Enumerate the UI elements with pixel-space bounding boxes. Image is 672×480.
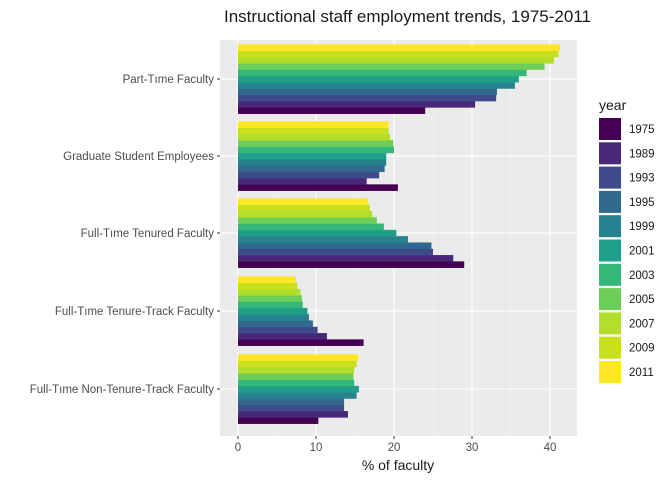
legend-key — [599, 166, 621, 189]
bar — [238, 171, 380, 179]
legend-key — [599, 361, 621, 383]
bar — [238, 301, 303, 309]
y-tick-label: Full-Tıme Non-Tenure-Track Faculty — [30, 384, 215, 396]
bar — [238, 94, 497, 102]
bar — [238, 88, 497, 96]
bar — [238, 242, 432, 250]
bar — [238, 398, 345, 406]
bar — [238, 121, 389, 128]
bar — [238, 198, 369, 205]
bar — [238, 282, 298, 290]
bar — [238, 82, 515, 89]
bar — [238, 360, 357, 368]
bar — [238, 107, 426, 114]
legend-key — [599, 263, 621, 286]
bar — [238, 229, 397, 237]
bar — [238, 320, 313, 328]
x-axis-title: % of faculty — [362, 457, 434, 473]
bar — [238, 333, 327, 340]
x-tick-label: 0 — [235, 442, 241, 454]
bar — [238, 373, 354, 380]
bar — [238, 101, 476, 108]
bar — [238, 223, 384, 231]
bar — [238, 75, 519, 83]
legend-key — [599, 190, 621, 213]
bar — [238, 261, 465, 268]
bar — [238, 133, 391, 141]
bar — [238, 307, 308, 315]
bar — [238, 140, 394, 147]
bar — [238, 127, 389, 135]
y-tick-label: Full-Tıme Tenured Faculty — [81, 228, 215, 240]
bar — [238, 146, 394, 154]
bar — [238, 217, 377, 224]
bar — [238, 63, 545, 70]
x-tick-label: 40 — [544, 442, 557, 454]
legend-key — [599, 118, 621, 140]
bar — [238, 385, 359, 393]
bar — [238, 50, 559, 58]
bar — [238, 56, 554, 64]
bar — [238, 69, 527, 77]
bar — [238, 314, 309, 321]
y-axis: Part-Tıme Faculty Graduate Student Employ… — [30, 74, 220, 396]
legend-key — [599, 239, 621, 262]
chart-title: Instructional staff employment trends, 1… — [224, 7, 591, 26]
bar — [238, 276, 296, 283]
bar — [238, 354, 359, 361]
legend-key — [599, 142, 621, 165]
bar — [238, 288, 301, 296]
bar — [238, 44, 561, 51]
x-tick-label: 30 — [466, 442, 479, 454]
bar — [238, 248, 433, 256]
bar — [238, 184, 398, 191]
bar — [238, 404, 345, 412]
legend-label: 2007 — [629, 318, 655, 330]
legend-label: 1975 — [629, 124, 655, 136]
bar — [238, 366, 355, 374]
y-tick-label: Graduate Student Employees — [63, 151, 214, 163]
legend-label: 2001 — [629, 246, 655, 258]
legend-label: 1999 — [629, 221, 655, 233]
bar — [238, 417, 319, 424]
bar — [238, 295, 302, 302]
x-tick-label: 20 — [388, 442, 401, 454]
bar — [238, 210, 373, 218]
bar — [238, 152, 387, 160]
bar-layer — [238, 44, 561, 424]
bar — [238, 204, 370, 212]
bar — [238, 165, 385, 173]
bar — [238, 178, 367, 185]
legend-label: 1989 — [629, 148, 655, 160]
bar — [238, 339, 364, 346]
legend-key — [599, 312, 621, 335]
bar — [238, 379, 355, 387]
legend-label: 2005 — [629, 294, 655, 306]
legend-label: 1993 — [629, 173, 655, 185]
bar — [238, 255, 454, 262]
bar — [238, 236, 409, 243]
bar — [238, 159, 387, 166]
bar — [238, 411, 348, 418]
bar — [238, 326, 318, 334]
legend-label: 2009 — [629, 343, 655, 355]
bar — [238, 392, 357, 399]
y-tick-label: Part-Tıme Faculty — [123, 74, 215, 86]
x-tick-label: 10 — [310, 442, 323, 454]
legend-label: 1995 — [629, 197, 655, 209]
y-tick-label: Full-Tıme Tenure-Track Faculty — [55, 306, 214, 318]
legend-label: 2003 — [629, 270, 655, 282]
legend-key — [599, 288, 621, 311]
legend-key — [599, 215, 621, 238]
x-axis: 0 10 20 30 40 — [235, 436, 557, 454]
legend-title: year — [599, 97, 627, 113]
legend-label: 2011 — [629, 367, 654, 379]
legend: year 1975 1989 1993 1995 1999 2001 2003 2005 200… — [599, 97, 655, 383]
legend-key — [599, 336, 621, 359]
